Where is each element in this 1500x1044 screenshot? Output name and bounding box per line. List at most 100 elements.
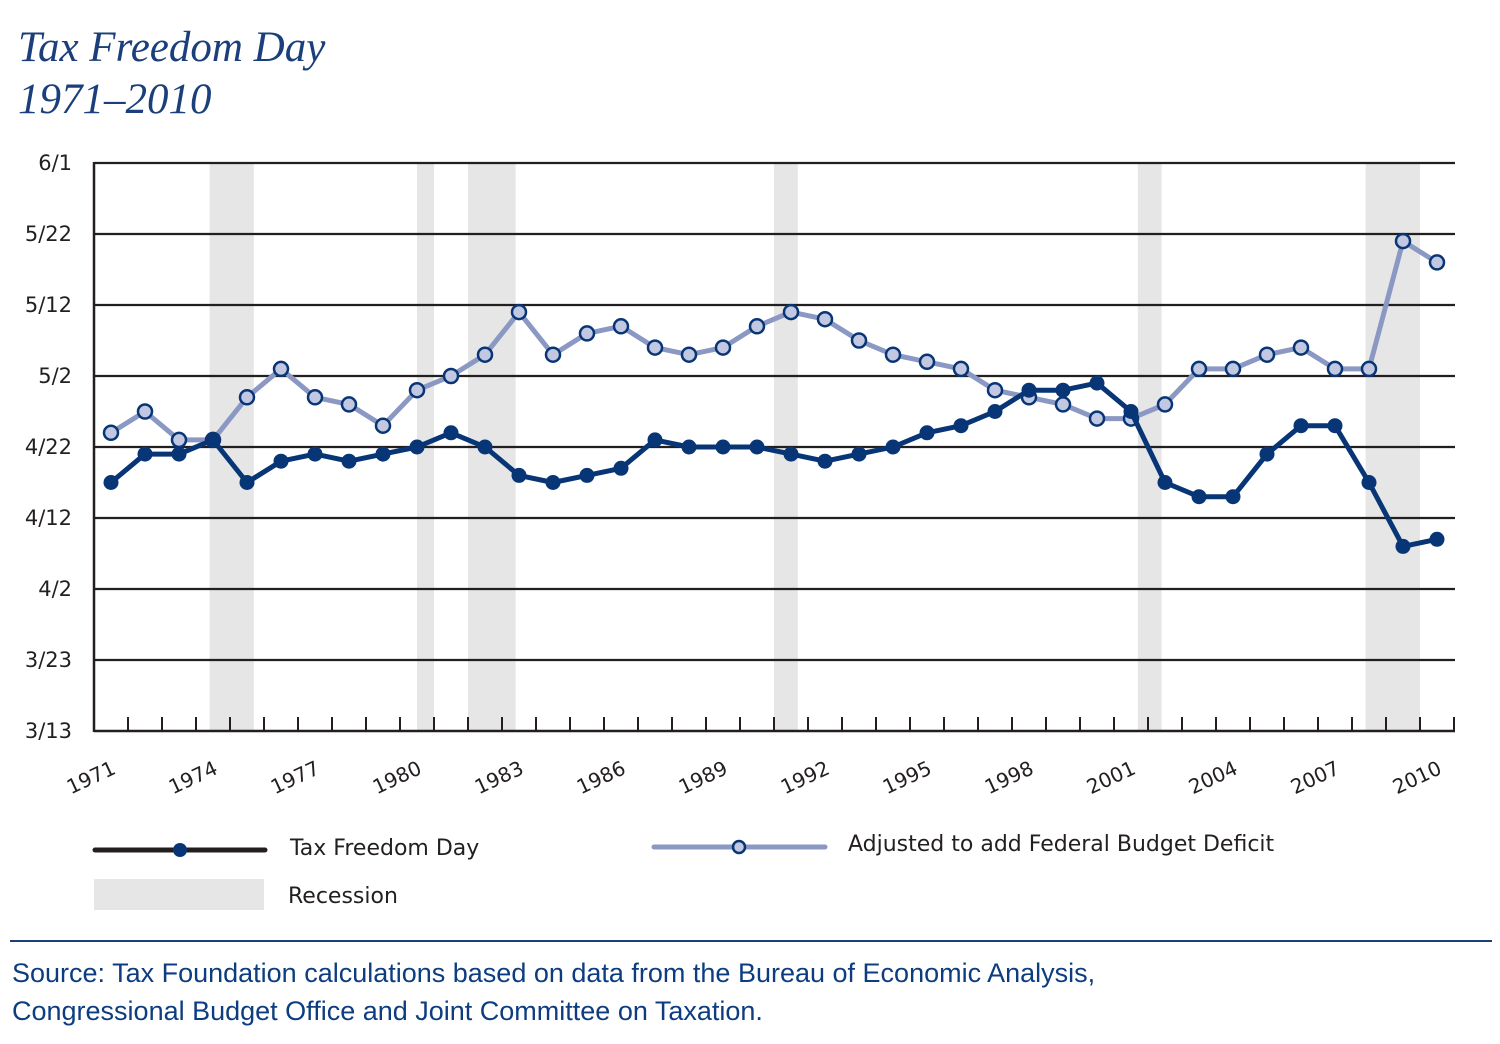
tax-freedom-day-point (273, 453, 289, 469)
tax-freedom-day-point (545, 475, 561, 490)
tax-freedom-day-point (681, 439, 697, 455)
tax-freedom-day-point (239, 475, 255, 490)
adjusted-point (1258, 346, 1276, 363)
tax-freedom-day-point (1259, 446, 1275, 462)
tax-freedom-day-point (1089, 375, 1105, 391)
tax-freedom-day-point (613, 460, 629, 476)
x-tick-label: 2010 (1389, 756, 1445, 799)
tax-freedom-day-point (851, 446, 867, 462)
tax-freedom-day-point (103, 475, 119, 490)
adjusted-point (884, 346, 902, 363)
adjusted-point (1224, 360, 1242, 378)
y-tick-label: 4/12 (25, 506, 72, 530)
tax-freedom-day-point (477, 439, 493, 455)
adjusted-line (109, 238, 1439, 443)
y-tick-label: 6/1 (38, 151, 72, 175)
legend-swatch-recession (94, 879, 264, 910)
tax-freedom-day-point (1191, 489, 1207, 505)
tax-freedom-day-point (749, 439, 765, 455)
tax-freedom-day-point (1395, 538, 1411, 554)
tax-freedom-day-point (511, 467, 527, 483)
chart-title-line2: 1971–2010 (18, 76, 212, 123)
tax-freedom-day-point (817, 453, 833, 469)
adjusted-point (306, 389, 324, 406)
chart: 3/13 3/23 4/2 4/12 4/22 5/2 5/12 5/22 6/1 1971 19… (25, 151, 1455, 910)
adjusted-point (442, 367, 460, 385)
y-tick-label: 4/22 (25, 435, 72, 459)
tax-freedom-day-point (409, 439, 425, 455)
tax-freedom-day-point (1157, 475, 1173, 490)
adjusted-point (340, 396, 358, 413)
adjusted-point (714, 339, 732, 356)
x-tick-label: 1971 (63, 756, 119, 799)
tax-freedom-day-point (1225, 489, 1241, 505)
tax-freedom-day-point (647, 432, 663, 448)
tax-freedom-day-point (137, 446, 153, 462)
tax-freedom-day-point (1055, 382, 1071, 398)
x-tick-label: 2004 (1185, 756, 1241, 799)
adjusted-point (408, 381, 426, 399)
adjusted-point (1088, 410, 1106, 427)
x-tick-label: 1995 (879, 756, 935, 799)
adjusted-point (1190, 360, 1208, 378)
y-tick-label: 5/12 (25, 293, 72, 317)
adjusted-point (578, 325, 596, 342)
tax-freedom-day-point (1327, 418, 1343, 434)
gridlines: 3/13 3/23 4/2 4/12 4/22 5/2 5/12 5/22 6/1 (25, 151, 1455, 743)
x-tick-label: 1998 (981, 756, 1037, 799)
y-tick-label: 4/2 (38, 577, 72, 601)
tax-freedom-day-point (953, 418, 969, 434)
tax-freedom-day-point (715, 439, 731, 455)
tax-freedom-day-point (1361, 475, 1377, 490)
adjusted-point (680, 346, 698, 363)
adjusted-point (1054, 396, 1072, 413)
adjusted-point (510, 303, 528, 321)
adjusted-point (952, 360, 970, 378)
tax-freedom-day-point (375, 446, 391, 462)
tax-freedom-day-point (307, 446, 323, 462)
legend-swatch-adjusted-marker (731, 839, 747, 855)
x-tick-label: 1980 (369, 756, 425, 799)
tax-freedom-day-point (783, 446, 799, 462)
adjusted-point (476, 346, 494, 363)
legend-label-recession: Recession (288, 884, 398, 909)
x-tick-label: 2001 (1083, 756, 1139, 799)
series (102, 232, 1446, 554)
chart-title-line1: Tax Freedom Day (18, 24, 326, 71)
tax-freedom-day-point (1293, 418, 1309, 434)
adjusted-point (816, 310, 834, 328)
adjusted-point (544, 346, 562, 363)
source-note: Source: Tax Foundation calculations base… (12, 954, 1482, 1030)
adjusted-point (102, 424, 120, 442)
adjusted-point (1428, 254, 1446, 271)
adjusted-point (136, 403, 154, 420)
tax-freedom-day-line (109, 380, 1438, 549)
x-tick-label: 1992 (777, 756, 833, 799)
adjusted-point (1326, 360, 1344, 378)
source-line1: Source: Tax Foundation calculations base… (12, 958, 1096, 988)
tax-freedom-day-point (341, 453, 357, 469)
adjusted-point (612, 318, 630, 335)
adjusted-point (918, 353, 936, 371)
adjusted-point (1360, 360, 1378, 378)
tax-freedom-day-point (1429, 531, 1445, 547)
adjusted-point (748, 318, 766, 335)
y-tick-label: 5/2 (38, 364, 72, 388)
legend-label-adjusted: Adjusted to add Federal Budget Deficit (848, 832, 1275, 857)
legend (92, 839, 828, 910)
tax-freedom-day-point (885, 439, 901, 455)
x-tick-label: 1986 (573, 756, 629, 799)
tax-freedom-day-point (987, 404, 1003, 419)
tax-freedom-day-point (919, 425, 935, 441)
footer-divider (10, 940, 1492, 942)
tax-freedom-day-point (579, 467, 595, 483)
adjusted-point (646, 339, 664, 356)
x-tick-label: 2007 (1287, 756, 1343, 799)
chart-title: Tax Freedom Day 1971–2010 (18, 22, 325, 126)
adjusted-point (1394, 232, 1412, 250)
legend-label-tax-freedom-day: Tax Freedom Day (290, 836, 480, 861)
adjusted-point (1292, 339, 1310, 356)
legend-swatch-tax-freedom-day-marker (173, 843, 187, 857)
tax-freedom-day-point (171, 446, 187, 462)
adjusted-point (1156, 396, 1174, 413)
